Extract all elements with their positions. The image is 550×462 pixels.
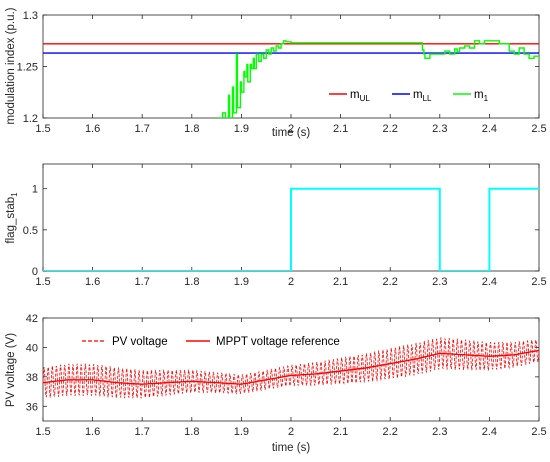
x-tick-label: 1.8 — [184, 426, 199, 438]
x-tick-label: 2.4 — [482, 123, 497, 135]
series-line-m-1 — [216, 40, 539, 118]
axis-ticks: 1.5 1.6 1.7 1.8 1.9 2 2.1 2.2 2.3 2.4 2.5 0 0.5 1 — [23, 164, 547, 288]
x-tick-label: 2.1 — [333, 276, 348, 288]
x-axis-label: time (s) — [272, 442, 311, 454]
x-tick-label: 2.2 — [383, 123, 398, 135]
x-tick-label: 2 — [288, 276, 294, 288]
x-tick-label: 1.8 — [184, 123, 199, 135]
x-tick-label: 2.3 — [432, 276, 447, 288]
x-tick-label: 2.4 — [482, 276, 497, 288]
x-tick-label: 1.6 — [85, 426, 100, 438]
y-tick-label: 0.5 — [23, 225, 38, 237]
x-tick-label: 2.5 — [531, 426, 546, 438]
x-tick-label: 2.5 — [531, 123, 546, 135]
x-tick-label: 2.3 — [432, 426, 447, 438]
x-tick-label: 2 — [288, 426, 294, 438]
x-tick-label: 1.7 — [135, 123, 150, 135]
y-tick-label: 38 — [26, 372, 38, 384]
x-tick-label: 1.5 — [35, 276, 50, 288]
pv-voltage-chart: 1.5 1.6 1.7 1.8 1.9 2 2.1 2.2 2.3 2.4 2.536384042 … — [5, 313, 547, 454]
x-tick-label: 2.1 — [333, 123, 348, 135]
x-tick-label: 1.9 — [234, 123, 249, 135]
y-tick-label: 1.25 — [17, 62, 38, 74]
legend: mUL mLL m1 — [329, 89, 489, 103]
y-tick-label: 1 — [32, 184, 38, 196]
y-axis-label: modulation index (p.u.) — [5, 7, 17, 124]
series-line-flag — [43, 187, 539, 271]
legend-label-m1: m1 — [474, 89, 489, 103]
x-tick-label: 2.2 — [383, 276, 398, 288]
legend: PV voltage MPPT voltage reference — [82, 336, 340, 348]
y-tick-label: 0 — [32, 266, 38, 278]
x-tick-label: 1.7 — [135, 276, 150, 288]
x-tick-label: 1.8 — [184, 276, 199, 288]
x-tick-label: 1.9 — [234, 276, 249, 288]
plot-area — [42, 14, 540, 119]
x-tick-label: 1.5 — [35, 123, 50, 135]
x-tick-label: 2.3 — [432, 123, 447, 135]
axis-ticks: 1.5 1.6 1.7 1.8 1.9 2 2.1 2.2 2.3 2.4 2.5 36 38 40 42 — [26, 313, 547, 438]
modulation-index-chart: 1.5 1.6 1.7 1.8 1.9 2 2.1 2.2 2.3 2.4 2.5 1.2 1.25 1.… — [5, 7, 547, 139]
x-tick-label: 2.2 — [383, 426, 398, 438]
legend-label-pv-voltage: PV voltage — [112, 336, 168, 348]
plot-area — [42, 317, 540, 422]
x-tick-label: 1.7 — [135, 426, 150, 438]
y-axis-label: flag_stab1 — [5, 192, 19, 244]
series-line-mppt-voltage-reference — [43, 349, 539, 385]
x-axis-label: time (s) — [272, 127, 311, 139]
x-tick-label: 1.9 — [234, 426, 249, 438]
y-tick-label: 40 — [26, 342, 38, 354]
x-tick-label: 2 — [288, 123, 294, 135]
y-tick-label: 42 — [26, 313, 38, 325]
series-group — [43, 337, 539, 399]
x-tick-label: 2.1 — [333, 426, 348, 438]
legend-label-mll: mLL — [413, 89, 432, 103]
x-tick-label: 2.4 — [482, 426, 497, 438]
y-axis-label: PV voltage (V) — [5, 333, 17, 407]
x-tick-label: 1.5 — [35, 426, 50, 438]
axis-ticks: 1.5 1.6 1.7 1.8 1.9 2 2.1 2.2 2.3 2.4 2.5 1.2 1.25 1.… — [17, 10, 547, 135]
stability-flag-chart: 1.5 1.6 1.7 1.8 1.9 2 2.1 2.2 2.3 2.4 2.5 0 0.5 1 fla… — [5, 163, 547, 288]
x-tick-label: 2.5 — [531, 276, 546, 288]
series-group — [43, 187, 539, 271]
x-tick-label: 1.6 — [85, 123, 100, 135]
y-tick-label: 1.3 — [23, 10, 38, 22]
series-group — [43, 40, 539, 118]
x-tick-label: 1.6 — [85, 276, 100, 288]
legend-label-mul: mUL — [350, 89, 370, 103]
y-tick-label: 1.2 — [23, 113, 38, 125]
y-tick-label: 36 — [26, 401, 38, 413]
legend-label-mppt: MPPT voltage reference — [216, 336, 340, 348]
